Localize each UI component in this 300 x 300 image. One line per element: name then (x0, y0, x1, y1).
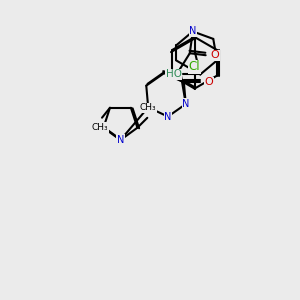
Text: HO: HO (166, 69, 182, 80)
Text: CH₃: CH₃ (92, 123, 108, 132)
Text: N: N (164, 112, 172, 122)
Text: Cl: Cl (189, 60, 200, 73)
Text: N: N (100, 123, 107, 133)
Text: N: N (189, 26, 196, 36)
Text: N: N (117, 135, 124, 145)
Text: O: O (204, 77, 213, 87)
Text: CH₃: CH₃ (140, 103, 157, 112)
Text: O: O (210, 50, 219, 60)
Text: N: N (182, 99, 190, 109)
